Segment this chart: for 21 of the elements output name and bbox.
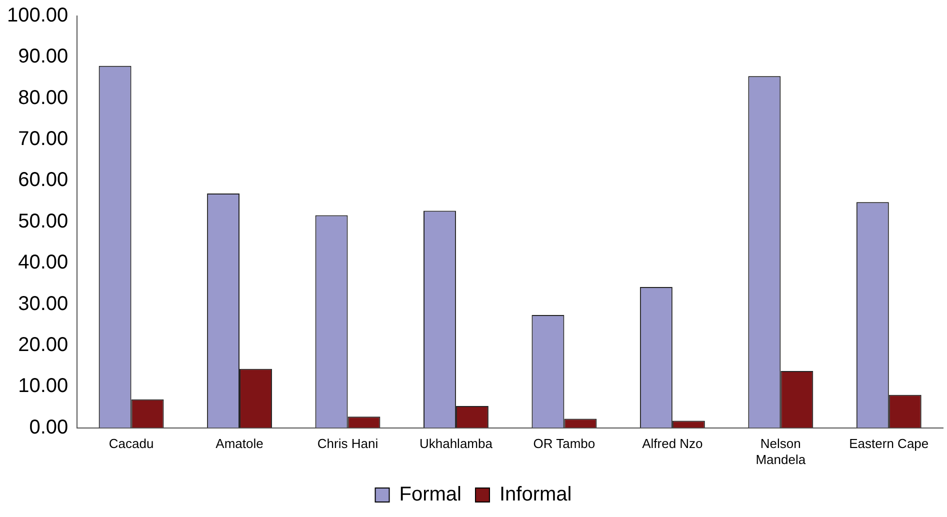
y-tick-label: 10.00 — [18, 375, 68, 398]
legend-label: Informal — [499, 484, 572, 506]
y-tick-label: 20.00 — [18, 334, 68, 356]
x-tick-label: OR Tambo — [533, 436, 596, 452]
legend-label: Formal — [399, 484, 462, 506]
x-tick-label: Eastern Cape — [849, 436, 929, 452]
y-tick-label: 90.00 — [18, 46, 68, 68]
x-tick-label: Nelson Mandela — [756, 436, 806, 467]
y-tick-label: 60.00 — [18, 169, 68, 192]
y-tick-label: 70.00 — [18, 128, 68, 150]
y-tick-label: 30.00 — [18, 292, 68, 315]
y-tick-label: 80.00 — [18, 86, 68, 109]
y-tick-label: 40.00 — [18, 252, 68, 274]
y-tick-label: 100.00 — [7, 4, 68, 27]
x-tick-label: Ukhahlamba — [419, 436, 494, 452]
y-tick-label: 0.00 — [29, 416, 68, 438]
y-tick-label: 50.00 — [18, 210, 68, 232]
x-tick-label: Cacadu — [108, 436, 154, 452]
x-tick-label: Alfred Nzo — [642, 436, 703, 452]
x-tick-label: Chris Hani — [317, 436, 378, 452]
x-tick-label: Amatole — [216, 436, 264, 452]
